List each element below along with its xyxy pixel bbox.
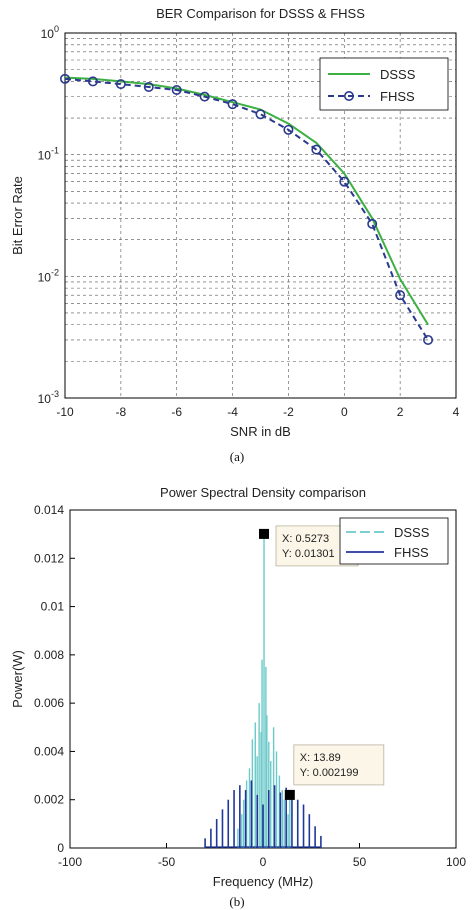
- legend-label-dsss: DSSS: [380, 67, 416, 82]
- caption-a: (a): [229, 449, 245, 464]
- datatip-marker: [259, 528, 270, 539]
- y-tick-label-b: 0.01: [41, 600, 65, 614]
- datatip-text: X: 13.89: [300, 752, 341, 764]
- data-point-fhss: [199, 91, 210, 102]
- data-point-fhss: [423, 334, 434, 345]
- legend-label-fhss: FHSS: [394, 545, 429, 560]
- x-tick-label-a: -8: [116, 405, 127, 419]
- legend-box-a: [319, 57, 449, 111]
- data-point-fhss: [143, 81, 154, 92]
- data-point-fhss: [171, 85, 182, 96]
- x-tick-label-a: -2: [283, 405, 294, 419]
- datatip-box: [293, 744, 385, 786]
- data-point-fhss: [311, 144, 322, 155]
- legend-label-fhss: FHSS: [380, 89, 415, 104]
- y-tick-label-b: 0.006: [34, 696, 64, 710]
- x-tick-label-a: -6: [171, 405, 182, 419]
- x-tick-label-b: 100: [446, 855, 466, 869]
- y-axis-label-b: Power(W): [10, 650, 25, 708]
- data-point-fhss: [227, 99, 238, 110]
- data-point-fhss: [367, 218, 378, 229]
- legend-box-b: [339, 517, 449, 565]
- y-tick-label-a: 10-2: [38, 267, 59, 284]
- data-point-fhss: [87, 76, 98, 87]
- datatip-text: X: 0.5273: [282, 533, 329, 545]
- plot-frame-a: [64, 32, 457, 399]
- x-tick-label-a: 0: [341, 405, 348, 419]
- plot-frame-b: [69, 509, 457, 849]
- y-tick-label-a: 100: [41, 24, 59, 41]
- datatip-marker: [284, 789, 295, 800]
- data-point-fhss: [255, 109, 266, 120]
- data-point-fhss: [339, 176, 350, 187]
- y-tick-label-b: 0.014: [34, 503, 64, 517]
- datatip-text: Y: 0.002199: [300, 767, 359, 779]
- x-tick-label-a: -4: [227, 405, 238, 419]
- y-tick-label-b: 0.002: [34, 793, 64, 807]
- y-axis-label-a: Bit Error Rate: [10, 176, 25, 255]
- series-line-dsss: [64, 76, 429, 326]
- x-tick-label-b: -100: [58, 855, 82, 869]
- chart-title-a: BER Comparison for DSSS & FHSS: [156, 6, 365, 21]
- data-point-fhss: [395, 290, 406, 301]
- y-tick-label-b: 0.004: [34, 744, 64, 758]
- data-point-fhss: [115, 79, 126, 90]
- x-tick-label-a: 4: [453, 405, 460, 419]
- x-tick-label-b: 0: [260, 855, 267, 869]
- y-tick-label-b: 0.008: [34, 648, 64, 662]
- x-tick-label-a: 2: [397, 405, 404, 419]
- x-axis-label-a: SNR in dB: [230, 424, 291, 439]
- x-tick-label-a: -10: [56, 405, 74, 419]
- y-tick-label-a: 10-1: [38, 146, 59, 163]
- caption-b: (b): [229, 894, 245, 909]
- data-point-fhss: [59, 73, 70, 84]
- x-tick-label-b: -50: [158, 855, 176, 869]
- datatip-text: Y: 0.01301: [282, 548, 335, 560]
- x-axis-label-b: Frequency (MHz): [213, 874, 313, 889]
- chart-title-b: Power Spectral Density comparison: [160, 485, 366, 500]
- y-tick-label-b: 0: [57, 841, 64, 855]
- y-tick-label-b: 0.012: [34, 551, 64, 565]
- legend-marker-fhss: [343, 91, 354, 102]
- y-tick-label-a: 10-3: [38, 389, 59, 406]
- data-point-fhss: [283, 124, 294, 135]
- x-tick-label-b: 50: [353, 855, 367, 869]
- legend-label-dsss: DSSS: [394, 525, 430, 540]
